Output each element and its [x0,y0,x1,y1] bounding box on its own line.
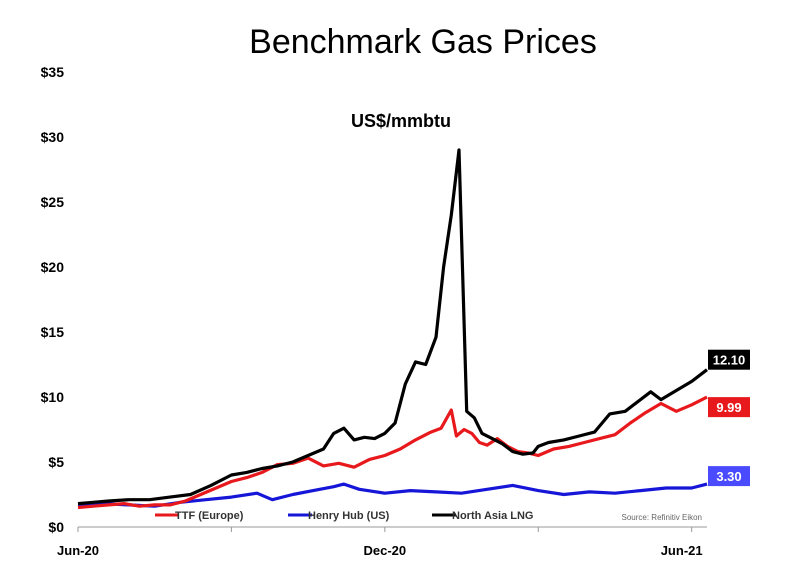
legend: TTF (Europe) Henry Hub (US) North Asia LNG [155,510,534,522]
series-line-lng [77,148,708,506]
end-label-lng: 12.10 [713,353,746,368]
chart-subtitle: US$/mmbtu [351,111,451,131]
y-tick-label: $25 [41,194,65,210]
legend-label-henry: Henry Hub (US) [308,510,390,522]
y-tick-label: $20 [41,259,65,275]
legend-label-lng: North Asia LNG [452,510,534,522]
y-axis-tick-labels: $0 $5 $10 $15 $20 $25 $30 $35 [41,64,65,535]
end-label-henry: 3.30 [716,469,741,484]
end-label-box-ttf [708,397,750,418]
series-lines [77,148,708,510]
chart-title: Benchmark Gas Prices [249,23,597,61]
y-tick-label: $35 [41,64,65,80]
x-tick-label: Jun-21 [661,543,703,558]
y-tick-label: $30 [41,129,65,145]
end-label-box-henry [708,466,750,487]
series-line-henry [77,482,708,508]
source-note: Source: Refinitiv Eikon [622,513,702,522]
y-tick-label: $0 [48,519,64,535]
x-tick-label: Jun-20 [57,543,99,558]
y-tick-label: $15 [41,324,65,340]
x-axis-tick-labels: Jun-20 Dec-20 Jun-21 [57,527,703,558]
y-tick-label: $10 [41,389,65,405]
legend-label-ttf: TTF (Europe) [175,510,244,522]
end-label-box-lng [708,349,750,370]
series-line-ttf [77,395,708,510]
end-labels: 9.99 3.30 12.10 [708,349,750,487]
y-tick-label: $5 [48,454,64,470]
x-tick-label: Dec-20 [364,543,407,558]
end-label-ttf: 9.99 [716,400,741,415]
